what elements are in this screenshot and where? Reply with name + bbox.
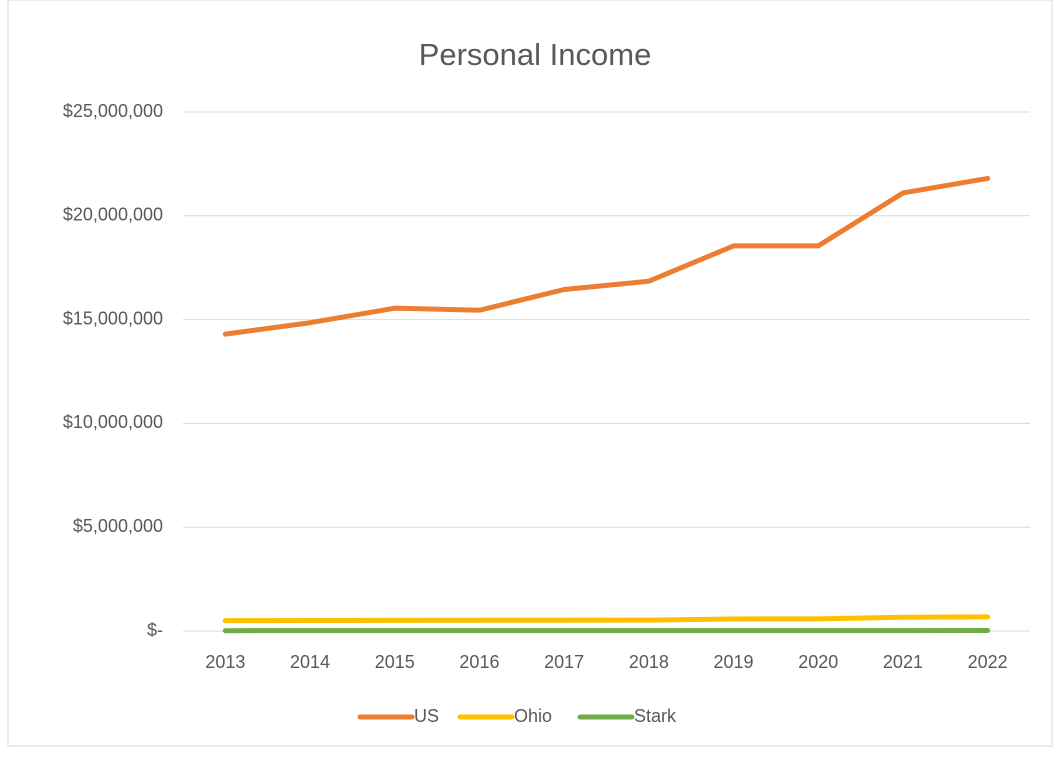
legend-label: Stark xyxy=(634,706,677,726)
series-line xyxy=(222,175,991,337)
chart-title: Personal Income xyxy=(419,37,652,72)
y-tick-label: $15,000,000 xyxy=(63,308,163,328)
y-tick-label: $- xyxy=(147,620,163,640)
x-tick-label: 2017 xyxy=(544,652,584,672)
y-tick-label: $10,000,000 xyxy=(63,412,163,432)
series-line xyxy=(222,614,991,624)
x-tick-label: 2018 xyxy=(629,652,669,672)
x-tick-label: 2014 xyxy=(290,652,330,672)
x-tick-label: 2016 xyxy=(459,652,499,672)
x-tick-label: 2015 xyxy=(375,652,415,672)
x-tick-label: 2020 xyxy=(798,652,838,672)
legend-label: Ohio xyxy=(514,706,552,726)
y-tick-label: $20,000,000 xyxy=(63,205,163,225)
y-tick-label: $25,000,000 xyxy=(63,101,163,121)
x-tick-label: 2019 xyxy=(714,652,754,672)
legend-label: US xyxy=(414,706,439,726)
y-tick-label: $5,000,000 xyxy=(73,516,163,536)
x-tick-label: 2013 xyxy=(205,652,245,672)
x-tick-label: 2022 xyxy=(968,652,1008,672)
x-tick-label: 2021 xyxy=(883,652,923,672)
